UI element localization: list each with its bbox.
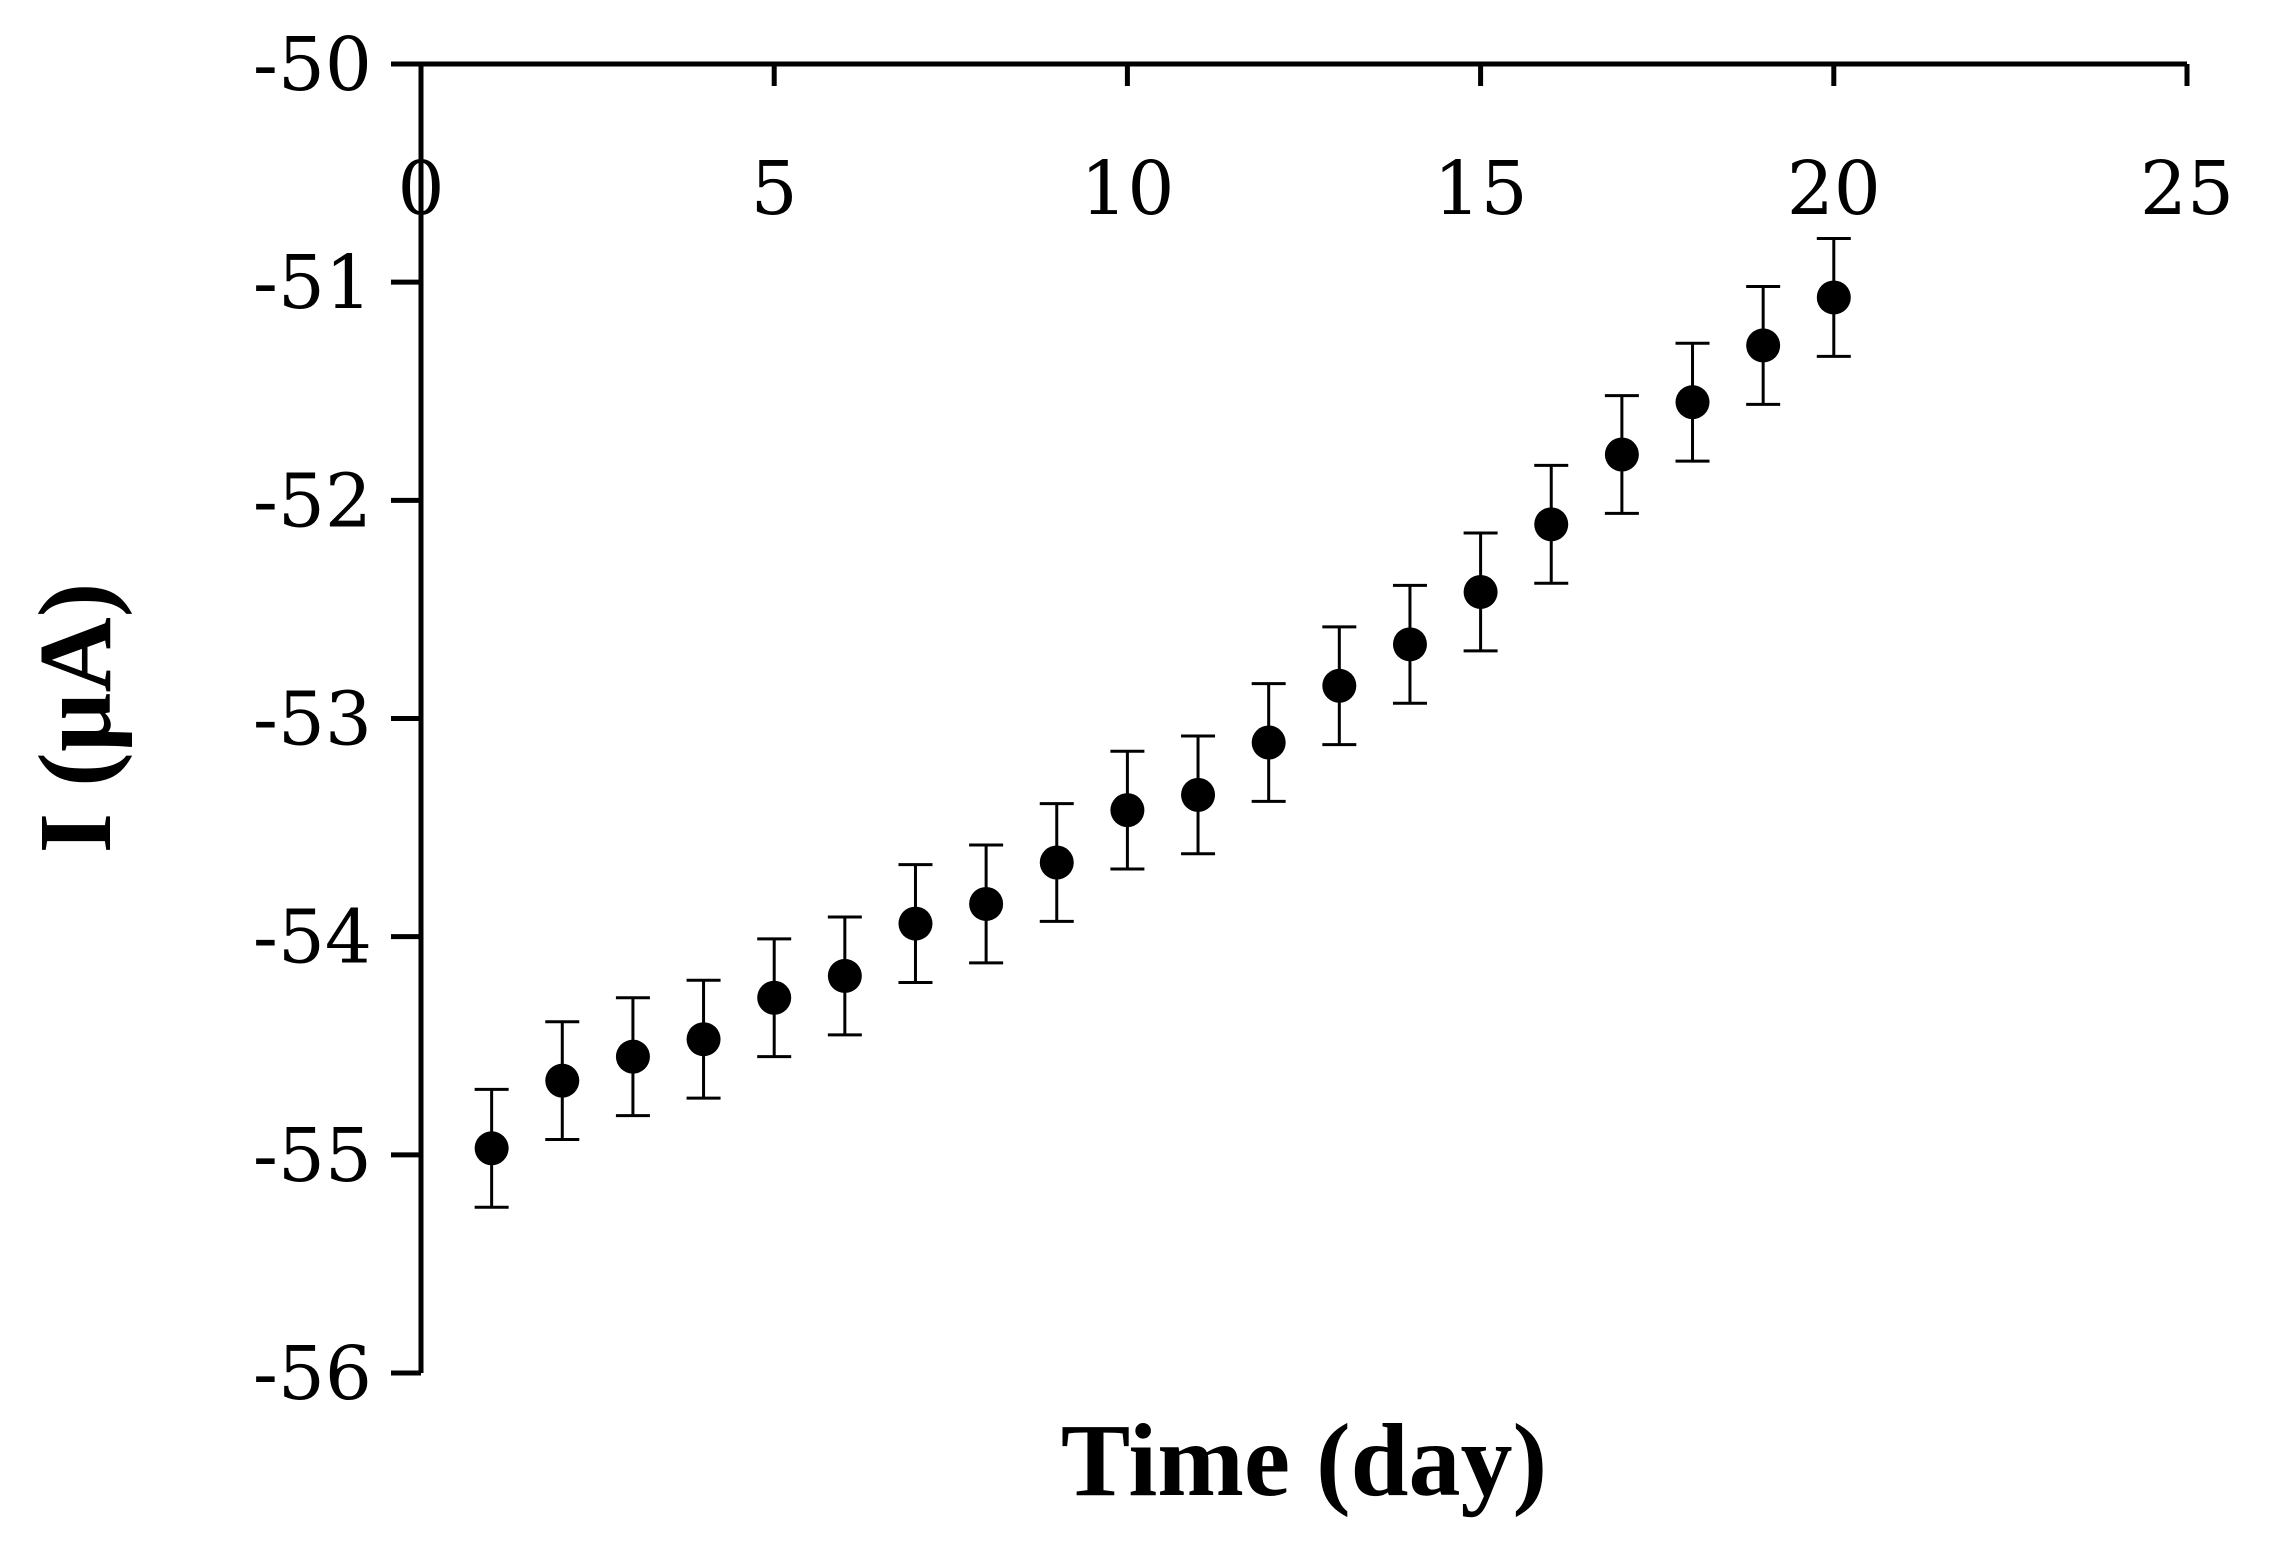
x-tick-label: 25	[2140, 146, 2234, 232]
y-tick-label: -54	[253, 895, 372, 981]
data-point	[1039, 845, 1074, 880]
data-point	[1746, 328, 1781, 363]
y-tick-label: -56	[253, 1331, 372, 1417]
x-tick-label: 5	[751, 146, 798, 232]
x-tick-label: 0	[397, 146, 444, 232]
data-point	[757, 980, 792, 1015]
data-point	[545, 1063, 580, 1098]
data-point	[615, 1039, 650, 1074]
y-axis-title: I (µA)	[18, 583, 133, 854]
x-axis-ticks: 0 5 10 15 20 25	[397, 64, 2234, 232]
data-point	[686, 1022, 721, 1057]
x-tick-label: 20	[1787, 146, 1881, 232]
data-point	[1463, 574, 1498, 609]
data-point	[1816, 280, 1851, 315]
data-point	[1534, 507, 1569, 542]
x-tick-label: 10	[1080, 146, 1174, 232]
error-bars	[474, 237, 1851, 1209]
data-points	[474, 280, 1851, 1166]
y-tick-label: -52	[253, 458, 372, 544]
y-axis-ticks: -50 -51 -52 -53 -54 -55 -56	[253, 22, 421, 1417]
x-tick-label: 15	[1434, 146, 1528, 232]
plot-area	[418, 61, 2187, 1373]
data-point	[1322, 668, 1357, 703]
data-point	[827, 958, 862, 993]
data-point	[1675, 385, 1710, 420]
y-tick-label: -50	[253, 22, 372, 108]
y-tick-label: -51	[253, 240, 372, 326]
data-point	[1604, 437, 1639, 472]
y-tick-label: -55	[253, 1113, 372, 1199]
x-axis-title: Time (day)	[1061, 1403, 1547, 1518]
data-point	[1181, 777, 1216, 812]
data-point	[474, 1131, 509, 1166]
y-tick-label: -53	[253, 677, 372, 763]
data-point	[969, 886, 1004, 921]
data-point	[1251, 725, 1286, 760]
data-point	[1392, 627, 1427, 662]
data-point	[1110, 793, 1145, 828]
data-point	[898, 906, 933, 941]
